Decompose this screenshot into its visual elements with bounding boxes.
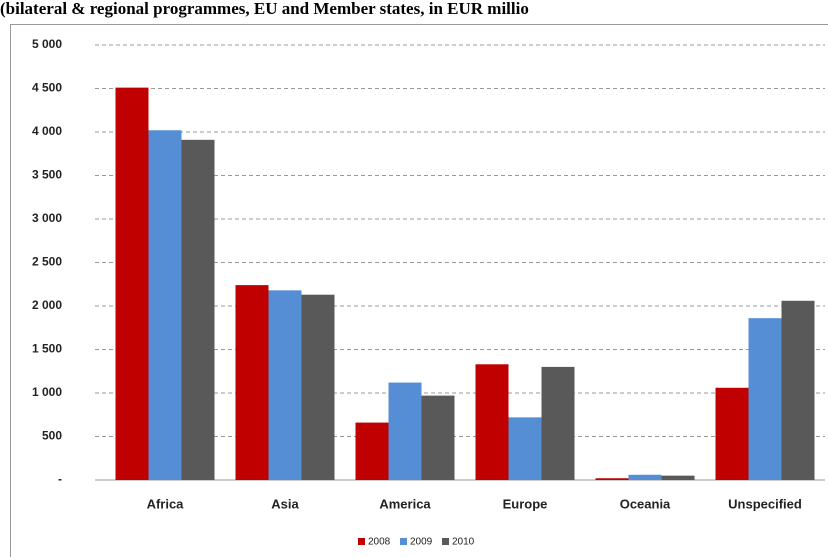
bar bbox=[748, 318, 782, 480]
bar bbox=[508, 417, 542, 480]
bar bbox=[355, 422, 389, 480]
y-tick-label: 4 000 bbox=[32, 124, 62, 138]
y-tick-label: 2 500 bbox=[32, 255, 62, 269]
legend-swatch bbox=[400, 538, 407, 545]
y-tick-label: 4 500 bbox=[32, 81, 62, 95]
legend-label: 2008 bbox=[368, 537, 391, 548]
y-tick-label: 5 000 bbox=[32, 37, 62, 51]
x-tick-label: Oceania bbox=[620, 496, 671, 511]
legend-swatch bbox=[442, 538, 449, 545]
bar bbox=[541, 366, 575, 480]
legend-swatch bbox=[358, 538, 365, 545]
bar bbox=[148, 130, 182, 480]
bar bbox=[301, 294, 335, 480]
y-tick-label: 3 000 bbox=[32, 211, 62, 225]
y-tick-label: 2 000 bbox=[32, 298, 62, 312]
bar bbox=[661, 475, 695, 480]
bar bbox=[628, 474, 662, 480]
x-tick-label: Unspecified bbox=[728, 496, 802, 511]
bar bbox=[181, 139, 215, 480]
bar bbox=[388, 382, 422, 480]
legend-label: 2009 bbox=[410, 537, 433, 548]
y-tick-label: - bbox=[58, 472, 62, 486]
bar bbox=[715, 387, 749, 480]
chart-title: (bilateral & regional programmes, EU and… bbox=[0, 0, 529, 18]
x-tick-label: America bbox=[379, 496, 431, 511]
bar bbox=[268, 290, 302, 480]
y-tick-label: 1 500 bbox=[32, 342, 62, 356]
y-tick-label: 500 bbox=[42, 429, 62, 443]
x-tick-label: Asia bbox=[271, 496, 299, 511]
bar bbox=[115, 87, 149, 480]
x-tick-label: Europe bbox=[503, 496, 548, 511]
y-tick-label: 3 500 bbox=[32, 168, 62, 182]
bar bbox=[781, 300, 815, 480]
bar bbox=[235, 285, 269, 480]
bar bbox=[421, 395, 455, 480]
x-tick-label: Africa bbox=[147, 496, 185, 511]
y-tick-label: 1 000 bbox=[32, 385, 62, 399]
legend-label: 2010 bbox=[452, 537, 475, 548]
bar bbox=[475, 364, 509, 480]
bar bbox=[595, 478, 629, 480]
chart-frame bbox=[10, 24, 828, 557]
